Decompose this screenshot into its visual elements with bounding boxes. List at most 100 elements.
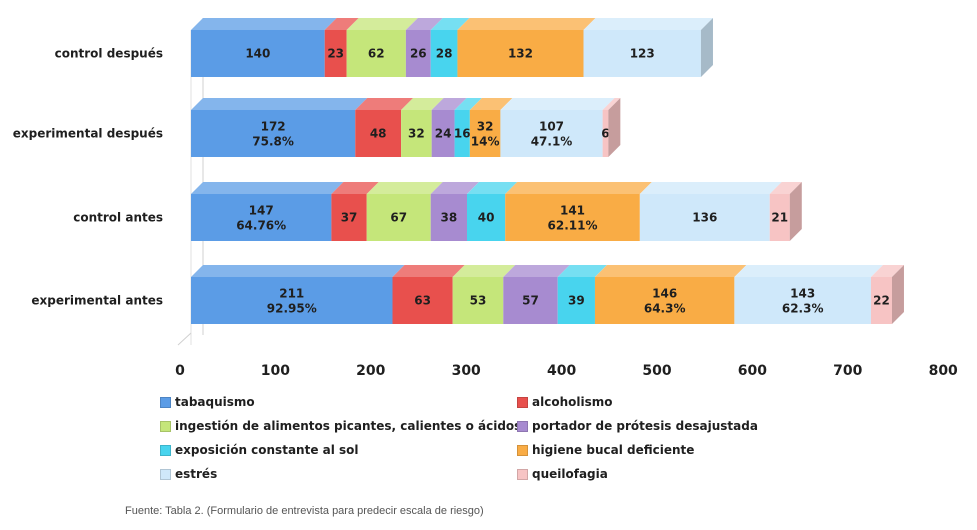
legend-item: exposición constante al sol: [160, 441, 359, 459]
legend-label: alcoholismo: [532, 395, 613, 409]
bar-top-face: [557, 265, 607, 277]
bar-top-face: [469, 98, 513, 110]
bar-segment: [557, 277, 595, 324]
bar-segment: [324, 30, 347, 77]
data-label: 23: [327, 47, 344, 61]
legend-item: ingestión de alimentos picantes, calient…: [160, 417, 521, 435]
bar-top-face: [500, 98, 615, 110]
legend-swatch: [517, 444, 528, 456]
legend-label: higiene bucal deficiente: [532, 443, 695, 457]
bar-side-face: [608, 98, 621, 157]
legend-label: queilofagia: [532, 467, 608, 481]
bar-segment: [405, 30, 431, 77]
legend-item: queilofagia: [517, 465, 608, 483]
data-label: 57: [522, 294, 539, 308]
data-label: 37: [341, 211, 358, 225]
category-label: control después: [55, 47, 163, 61]
data-label: 63: [414, 294, 431, 308]
bar-side-face: [700, 18, 713, 77]
legend-swatch: [160, 444, 171, 456]
bar-segment: [191, 194, 332, 241]
data-label: 22: [873, 294, 890, 308]
bar-segment: [870, 277, 892, 324]
bar-segment: [639, 194, 770, 241]
x-tick-label: 0: [175, 363, 185, 379]
data-label: 141 62.11%: [548, 204, 598, 233]
bar-top-face: [769, 182, 802, 194]
data-label: 62: [368, 47, 385, 61]
data-label: 143 62.3%: [782, 287, 824, 316]
stacked-bar-chart: control después experimental después contr…: [13, 18, 958, 379]
bar-top-face: [466, 182, 518, 194]
data-label: 38: [440, 211, 457, 225]
bar-segment: [466, 194, 506, 241]
bar-side-face: [891, 265, 904, 324]
bar-top-face: [454, 98, 482, 110]
bar-segment: [594, 277, 735, 324]
bar-top-face: [401, 98, 444, 110]
bar-top-face: [191, 265, 405, 277]
legend-item: tabaquismo: [160, 393, 255, 411]
bar-segment: [346, 30, 406, 77]
data-label: 132: [508, 47, 533, 61]
data-label: 211 92.95%: [267, 287, 317, 316]
bar-top-face: [366, 182, 443, 194]
bar-segment: [469, 110, 501, 157]
bar-top-face: [191, 18, 337, 30]
data-label: 67: [390, 211, 407, 225]
data-label: 21: [771, 211, 788, 225]
legend-label: ingestión de alimentos picantes, calient…: [175, 419, 522, 433]
bar-side-face: [789, 182, 802, 241]
data-label: 146 64.3%: [644, 287, 686, 316]
legend-swatch: [160, 396, 171, 408]
data-label: 107 47.1%: [531, 120, 573, 149]
bar-segment: [430, 194, 467, 241]
bar-top-face: [191, 98, 368, 110]
x-tick-label: 700: [833, 363, 862, 379]
bar-top-face: [602, 98, 621, 110]
legend-swatch: [160, 420, 171, 432]
data-label: 136: [692, 211, 717, 225]
bar-segment: [503, 277, 558, 324]
bar-top-face: [324, 18, 359, 30]
data-label: 32: [408, 127, 425, 141]
bar-segment: [452, 277, 504, 324]
legend-item: portador de prótesis desajustada: [517, 417, 758, 435]
x-tick-label: 300: [452, 363, 481, 379]
bar-top-face: [430, 18, 470, 30]
data-label: 16: [454, 127, 471, 141]
x-tick-label: 400: [547, 363, 576, 379]
data-label: 39: [568, 294, 585, 308]
bar-top-face: [346, 18, 418, 30]
x-tick-label: 100: [261, 363, 290, 379]
bar-top-face: [594, 265, 747, 277]
data-label: 28: [436, 47, 453, 61]
bar-segment: [602, 110, 609, 157]
legend-swatch: [517, 396, 528, 408]
bar-top-face: [431, 98, 467, 110]
legend-swatch: [517, 420, 528, 432]
legend-label: tabaquismo: [175, 395, 255, 409]
bar-segment: [331, 194, 367, 241]
legend-label: exposición constante al sol: [175, 443, 359, 457]
category-label: experimental antes: [31, 294, 163, 308]
category-label: control antes: [73, 211, 163, 225]
bar-top-face: [392, 265, 465, 277]
data-label: 32 14%: [471, 120, 500, 149]
bar-top-face: [405, 18, 443, 30]
bar-segment: [500, 110, 603, 157]
bar-top-face: [583, 18, 713, 30]
bar-top-face: [639, 182, 782, 194]
bar-top-face: [734, 265, 883, 277]
x-tick-label: 500: [642, 363, 671, 379]
legend-swatch: [517, 468, 528, 480]
bar-segment: [191, 110, 356, 157]
plot-floor-edge: [177, 332, 192, 346]
bar-top-face: [452, 265, 516, 277]
data-label: 53: [470, 294, 487, 308]
bar-top-face: [870, 265, 904, 277]
bar-segment: [191, 30, 325, 77]
legend-item: higiene bucal deficiente: [517, 441, 694, 459]
bar-segment: [355, 110, 402, 157]
data-label: 123: [630, 47, 655, 61]
